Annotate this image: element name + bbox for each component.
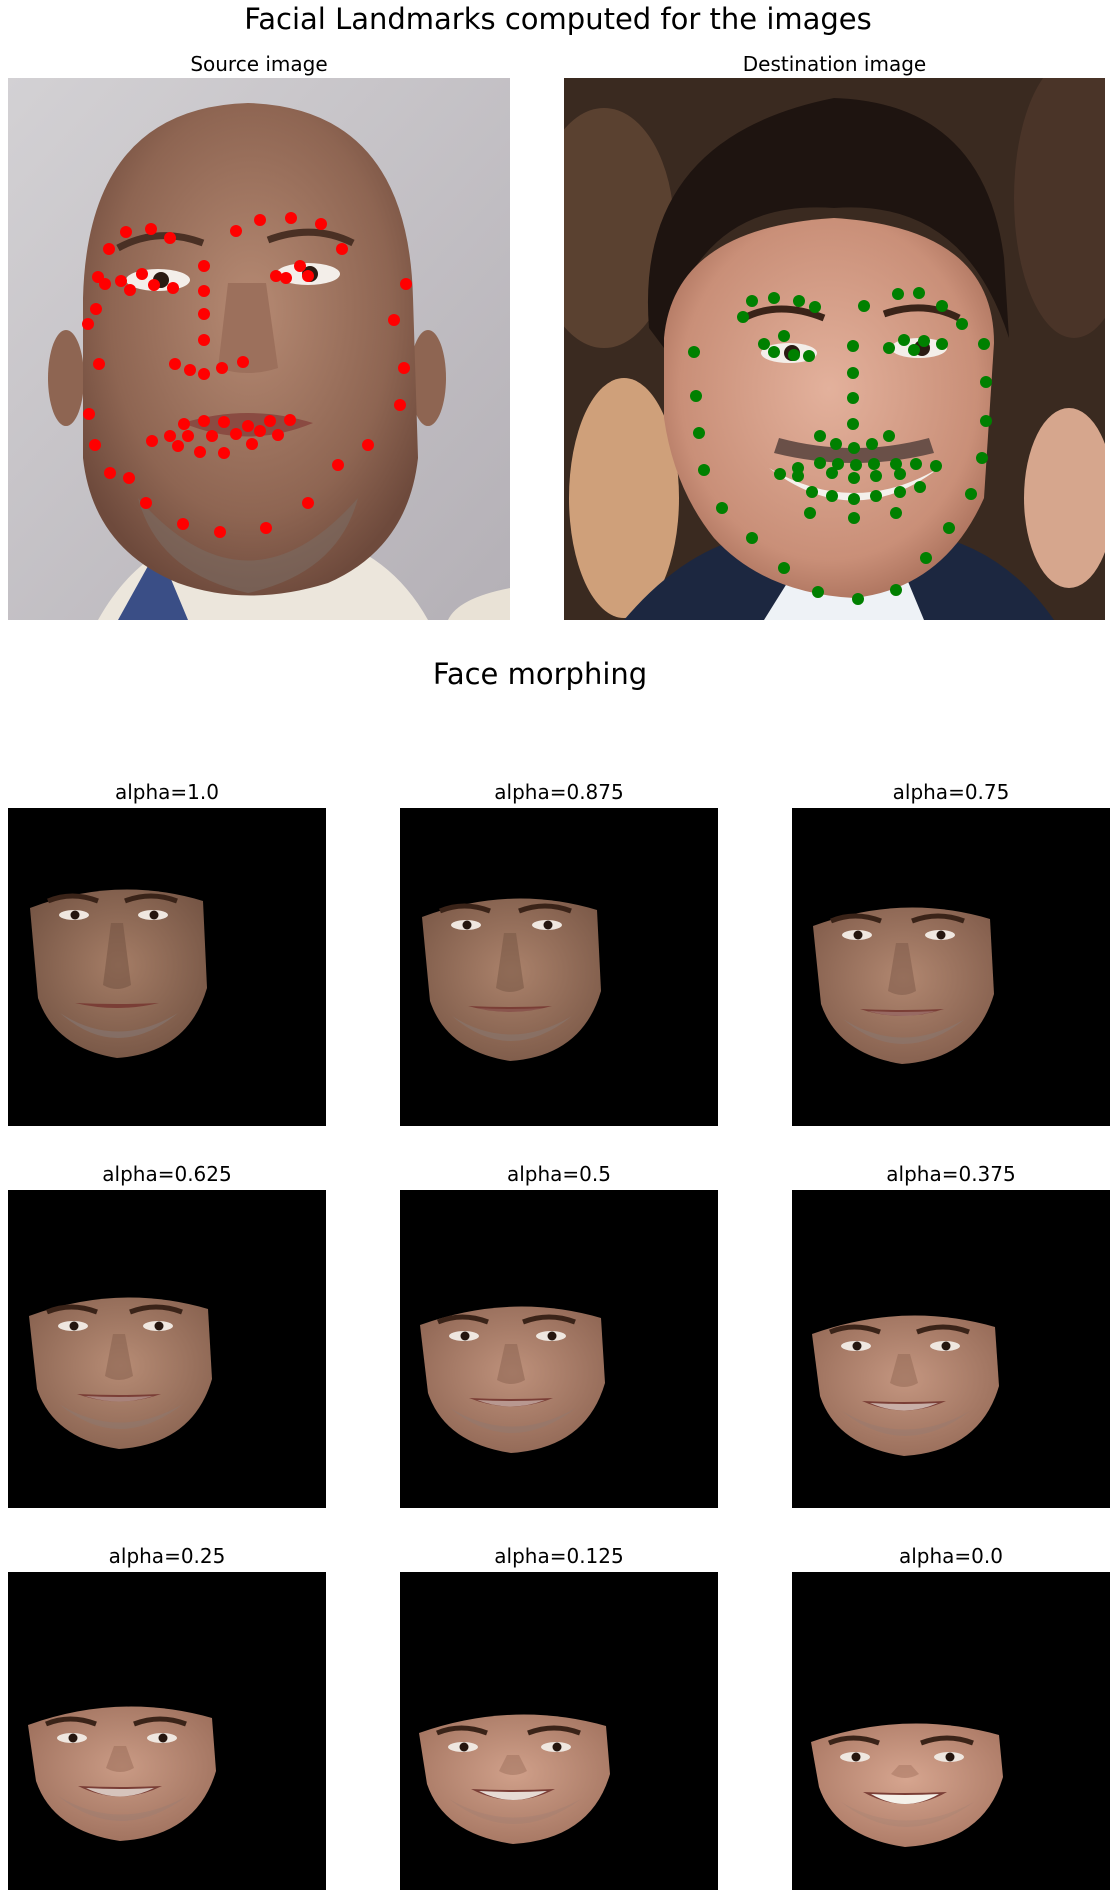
- morph-panel-image: [400, 1190, 718, 1508]
- morph-panel-image: [792, 808, 1110, 1126]
- morph-panel-image: [8, 808, 326, 1126]
- morph-panel-title: alpha=0.25: [108, 1544, 226, 1568]
- morphing-title: Face morphing: [432, 657, 648, 691]
- morph-panel-title: alpha=0.125: [494, 1544, 624, 1568]
- morph-panel-image: [8, 1190, 326, 1508]
- morph-panel-image: [400, 808, 718, 1126]
- destination-image-title: Destination image: [742, 52, 927, 76]
- morph-panel-image: [8, 1572, 326, 1890]
- morph-panel-title: alpha=0.5: [506, 1162, 611, 1186]
- morph-panel-title: alpha=0.625: [102, 1162, 232, 1186]
- morph-panel-title: alpha=0.375: [886, 1162, 1016, 1186]
- destination-landmarks: [688, 287, 992, 605]
- source-image-title: Source image: [190, 52, 328, 76]
- morph-panel-image: [792, 1572, 1110, 1890]
- morph-panel-image: [400, 1572, 718, 1890]
- morph-panel-title: alpha=1.0: [114, 780, 219, 804]
- figure-title: Facial Landmarks computed for the images: [244, 2, 872, 36]
- source-landmarks: [82, 212, 412, 538]
- morph-panel-title: alpha=0.75: [892, 780, 1010, 804]
- source-image: [8, 78, 510, 620]
- morph-panel-title: alpha=0.0: [898, 1544, 1003, 1568]
- morph-panel-title: alpha=0.875: [494, 780, 624, 804]
- morph-panel-image: [792, 1190, 1110, 1508]
- destination-image: [564, 78, 1105, 620]
